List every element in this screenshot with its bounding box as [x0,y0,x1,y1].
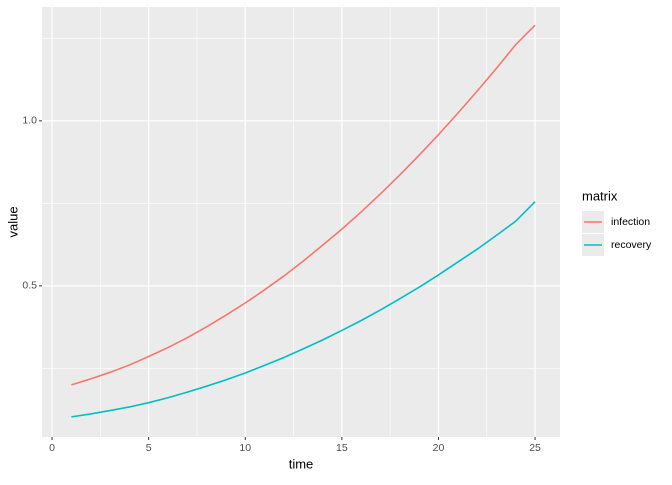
x-tick-label: 25 [529,442,541,454]
legend: matrix infection recovery [582,188,652,256]
y-axis-label: value [5,206,20,237]
x-tick-label: 0 [49,442,55,454]
legend-label: infection [611,216,650,228]
x-tick-label: 15 [336,442,348,454]
legend-title: matrix [582,188,618,203]
y-tick-label: 0.5 [22,280,37,292]
series-line [71,201,536,418]
y-tick-label: 1.0 [22,115,37,127]
x-tick-label: 10 [239,442,251,454]
x-axis-label: time [289,456,314,471]
x-tick-label: 5 [146,442,152,454]
legend-label: recovery [611,239,652,251]
grid [42,7,560,437]
panel-background [42,7,560,437]
x-tick-label: 20 [433,442,445,454]
series-line [71,24,536,386]
axes: 0 5 10 15 20 25 0.5 1.0 [22,115,541,454]
lines [71,24,536,418]
